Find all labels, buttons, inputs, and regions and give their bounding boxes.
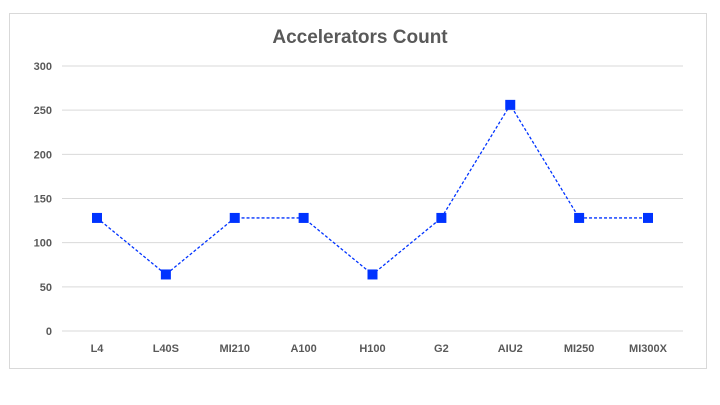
series-layer xyxy=(92,99,653,280)
data-point-marker xyxy=(436,212,447,223)
x-tick-label: MI210 xyxy=(219,343,250,355)
data-point-marker xyxy=(643,212,653,223)
chart-frame xyxy=(9,13,707,369)
data-point-marker xyxy=(574,212,585,223)
data-point-marker xyxy=(92,212,102,223)
data-point-marker xyxy=(229,212,240,223)
y-tick-label: 300 xyxy=(34,61,52,73)
y-tick-label: 0 xyxy=(46,326,52,338)
y-tick-label: 100 xyxy=(34,238,52,250)
y-tick-label: 250 xyxy=(34,105,52,117)
x-tick-label: MI250 xyxy=(564,343,595,355)
x-axis-ticks: L4 L40S MI210 A100 H100 G2 AIU2 MI250 MI300X xyxy=(91,343,668,355)
y-axis-ticks: 0 50 100 150 200 250 300 xyxy=(34,61,52,338)
x-tick-label: L40S xyxy=(153,343,179,355)
x-tick-label: H100 xyxy=(359,343,385,355)
data-point-marker xyxy=(367,269,378,280)
x-tick-label: AIU2 xyxy=(498,343,523,355)
data-point-marker xyxy=(505,99,516,110)
data-point-marker xyxy=(298,212,309,223)
x-tick-label: A100 xyxy=(290,343,316,355)
data-point-marker xyxy=(160,269,171,280)
y-tick-label: 150 xyxy=(34,194,52,206)
x-tick-label: L4 xyxy=(91,343,105,355)
chart-title: Accelerators Count xyxy=(272,27,448,48)
x-tick-label: MI300X xyxy=(629,343,668,355)
gridlines xyxy=(62,65,683,332)
x-tick-label: G2 xyxy=(434,343,449,355)
y-tick-label: 50 xyxy=(40,282,52,294)
y-tick-label: 200 xyxy=(34,149,52,161)
series-line xyxy=(96,103,648,276)
